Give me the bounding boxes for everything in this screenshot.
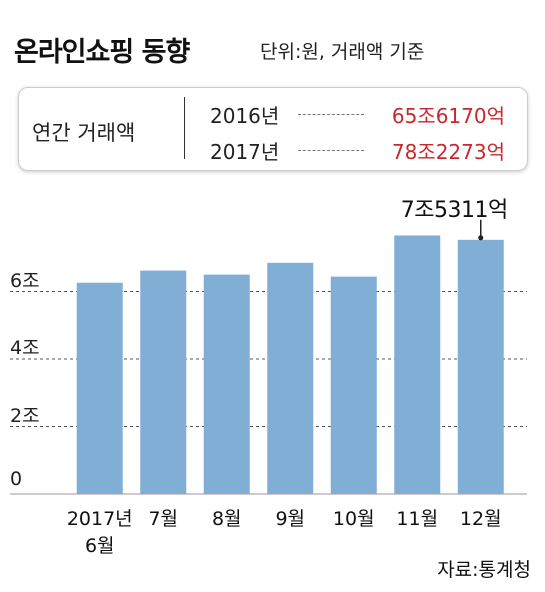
value-label: 7조5311억 xyxy=(400,197,508,223)
bar xyxy=(330,276,377,494)
x-tick-label: 11월 xyxy=(396,508,439,530)
source: 자료:통계청 xyxy=(437,559,531,581)
y-tick-label: 0 xyxy=(10,468,23,490)
label-dot xyxy=(478,235,484,241)
summary-label: 연간 거래액 xyxy=(32,121,136,145)
summary-value: 65조6170억 xyxy=(391,104,505,128)
bar xyxy=(457,239,504,494)
x-tick-label: 9월 xyxy=(275,508,306,530)
summary-box xyxy=(18,87,528,171)
title: 온라인쇼핑 동향 xyxy=(14,37,190,68)
bar xyxy=(267,262,314,494)
x-tick-label: 10월 xyxy=(332,508,375,530)
x-tick-label: 12월 xyxy=(459,508,502,530)
leader-dots xyxy=(298,150,364,151)
subtitle: 단위:원, 거래액 기준 xyxy=(260,41,425,63)
y-tick-label: 4조 xyxy=(10,337,40,359)
bar xyxy=(203,274,250,494)
x-tick-label: 2017년 6월 xyxy=(66,508,133,557)
x-tick-label: 8월 xyxy=(211,508,242,530)
summary-year: 2017년 xyxy=(210,140,280,164)
divider xyxy=(184,97,185,159)
y-tick-label: 6조 xyxy=(10,269,40,292)
y-tick-label: 2조 xyxy=(10,404,40,427)
x-tick-label: 7월 xyxy=(148,508,179,530)
bar xyxy=(394,235,441,494)
leader-dots xyxy=(298,114,364,115)
bar xyxy=(140,270,187,494)
bar xyxy=(76,282,123,494)
summary-year: 2016년 xyxy=(210,104,280,128)
summary-value: 78조2273억 xyxy=(391,140,505,164)
